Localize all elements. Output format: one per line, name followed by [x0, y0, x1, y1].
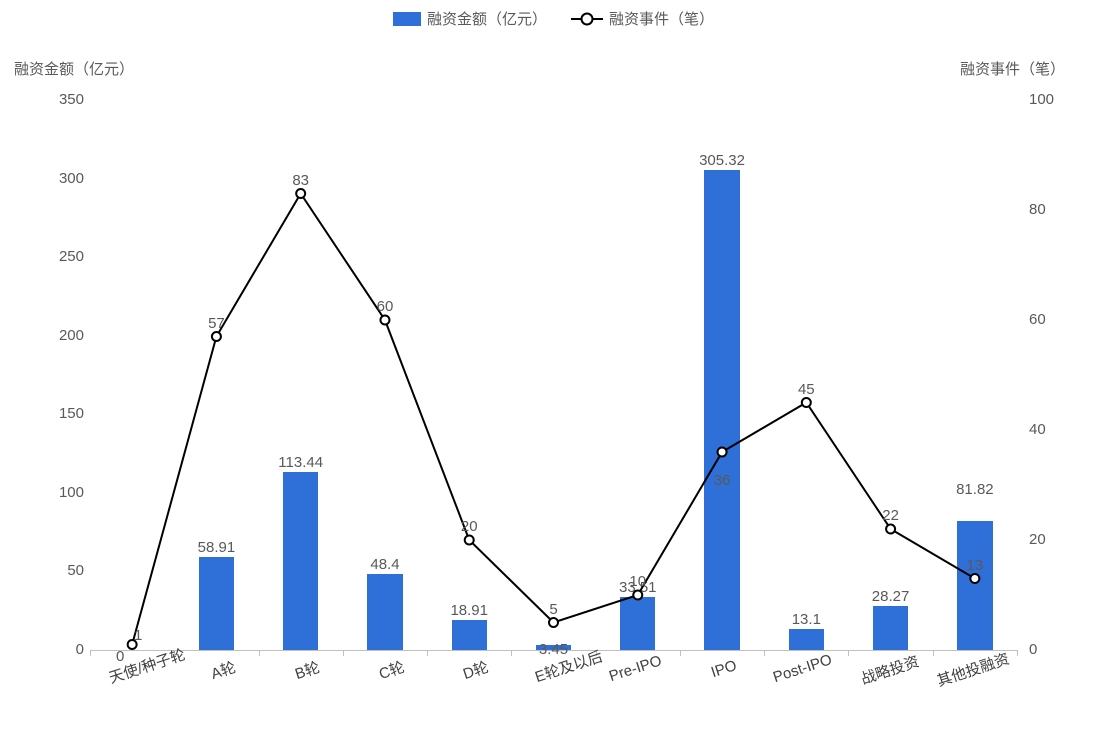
line-marker [549, 618, 558, 627]
line-value-label: 13 [967, 557, 984, 574]
line-value-label: 60 [377, 298, 394, 315]
line-marker [886, 525, 895, 534]
line-series [0, 0, 1107, 729]
line-value-label: 57 [208, 315, 225, 332]
line-value-label: 5 [549, 601, 557, 618]
line-value-label: 36 [714, 472, 731, 489]
line-value-label: 83 [292, 172, 309, 189]
line-marker [212, 332, 221, 341]
line-value-label: 20 [461, 518, 478, 535]
line-value-label: 1 [134, 627, 142, 644]
line-marker [633, 591, 642, 600]
line-marker [296, 189, 305, 198]
line-path [132, 194, 975, 645]
line-value-label: 10 [629, 573, 646, 590]
line-marker [718, 448, 727, 457]
line-value-label: 22 [882, 507, 899, 524]
line-marker [380, 316, 389, 325]
line-marker [802, 398, 811, 407]
line-marker [970, 574, 979, 583]
line-marker [465, 536, 474, 545]
chart-plot-area: 050100150200250300350020406080100天使/种子轮A… [0, 0, 1107, 729]
line-value-label: 45 [798, 381, 815, 398]
